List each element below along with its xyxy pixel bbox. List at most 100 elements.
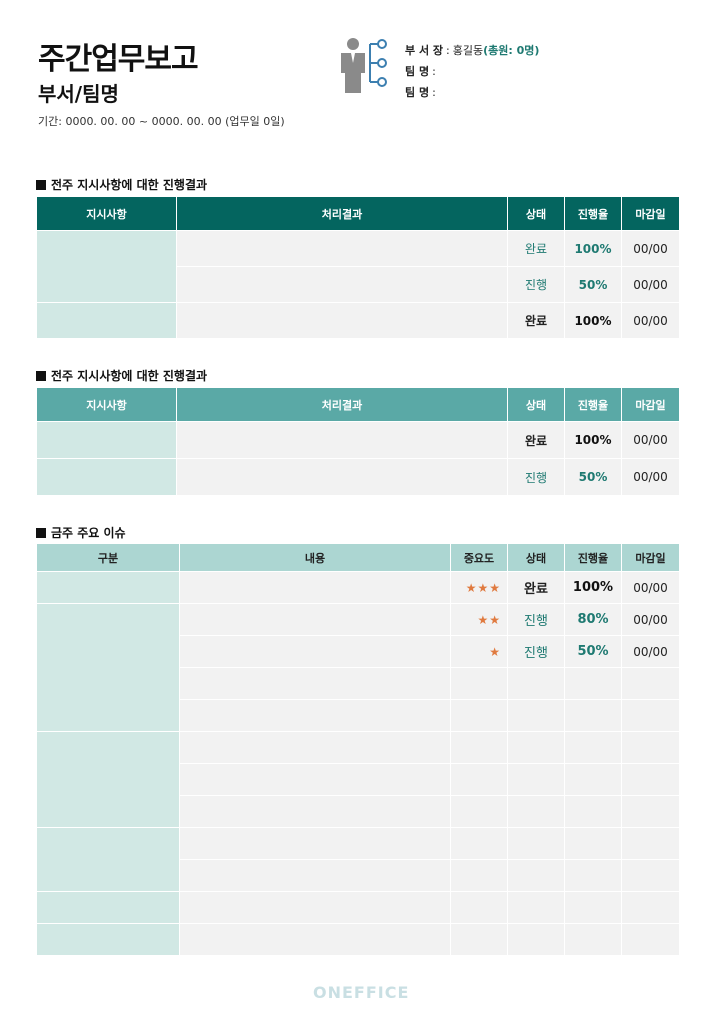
status-cell[interactable] — [507, 891, 565, 924]
instruction-cell[interactable] — [36, 421, 177, 459]
info-label: 팀 명 — [405, 65, 430, 78]
progress-cell[interactable] — [564, 699, 622, 732]
issues-table: 구분 내용 중요도 상태 진행율 마감일 ★★★ 완료 100% 00/00 ★… — [36, 543, 680, 956]
status-cell[interactable] — [507, 763, 565, 796]
black-square-icon — [36, 528, 46, 538]
table-header-row: 지시사항 처리결과 상태 진행율 마감일 — [36, 387, 680, 422]
content-cell[interactable] — [179, 763, 451, 796]
content-cell[interactable] — [179, 603, 451, 636]
column-header: 진행율 — [564, 196, 622, 231]
due-cell[interactable] — [621, 699, 680, 732]
due-cell[interactable] — [621, 731, 680, 764]
progress-cell: 100% — [564, 571, 622, 604]
table-row: ★ 진행 50% 00/00 — [37, 635, 680, 668]
content-cell[interactable] — [179, 667, 451, 700]
due-cell[interactable] — [621, 795, 680, 828]
progress-cell[interactable] — [564, 667, 622, 700]
table-header-row: 지시사항 처리결과 상태 진행율 마감일 — [36, 196, 680, 231]
category-cell[interactable] — [36, 731, 180, 828]
content-cell[interactable] — [179, 795, 451, 828]
content-cell[interactable] — [179, 699, 451, 732]
status-cell[interactable] — [507, 923, 565, 956]
oneffice-logo: ONEFFICE — [313, 983, 410, 1002]
status-cell[interactable] — [507, 667, 565, 700]
due-cell: 00/00 — [621, 603, 680, 636]
progress-cell[interactable] — [564, 795, 622, 828]
status-cell[interactable] — [507, 859, 565, 892]
result-cell[interactable] — [176, 302, 508, 339]
importance-cell[interactable] — [450, 923, 508, 956]
due-cell: 00/00 — [621, 266, 680, 303]
table-row — [37, 763, 680, 796]
status-cell[interactable] — [507, 699, 565, 732]
content-cell[interactable] — [179, 571, 451, 604]
table-row — [36, 891, 680, 924]
page-subtitle: 부서/팀명 — [38, 82, 119, 106]
status-cell[interactable] — [507, 731, 565, 764]
importance-cell[interactable] — [450, 795, 508, 828]
due-cell[interactable] — [621, 827, 680, 860]
importance-cell[interactable] — [450, 859, 508, 892]
table-row: 진행 50% 00/00 — [36, 458, 680, 496]
status-cell[interactable] — [507, 827, 565, 860]
period-text: 기간: 0000. 00. 00 ~ 0000. 00. 00 (업무일 0일) — [38, 115, 285, 128]
table-row — [36, 923, 680, 956]
instruction-cell[interactable] — [36, 230, 177, 303]
due-cell[interactable] — [621, 923, 680, 956]
column-header: 구분 — [36, 543, 180, 572]
result-cell[interactable] — [176, 421, 508, 459]
progress-cell[interactable] — [564, 763, 622, 796]
category-cell[interactable] — [36, 891, 180, 924]
column-header: 상태 — [507, 196, 565, 231]
section-title-text: 전주 지시사항에 대한 진행결과 — [51, 369, 208, 383]
category-cell[interactable] — [36, 827, 180, 892]
status-cell: 진행 — [507, 635, 565, 668]
due-cell: 00/00 — [621, 571, 680, 604]
importance-cell[interactable] — [450, 667, 508, 700]
content-cell[interactable] — [179, 859, 451, 892]
due-cell[interactable] — [621, 667, 680, 700]
table-row — [37, 699, 680, 732]
column-header: 마감일 — [621, 196, 680, 231]
content-cell[interactable] — [179, 891, 451, 924]
status-cell: 진행 — [507, 266, 565, 303]
due-cell: 00/00 — [621, 230, 680, 267]
progress-cell[interactable] — [564, 923, 622, 956]
instruction-table-2: 지시사항 처리결과 상태 진행율 마감일 완료 100% 00/00 진행 50… — [36, 387, 680, 496]
due-cell[interactable] — [621, 891, 680, 924]
progress-cell: 100% — [564, 302, 622, 339]
table-row — [37, 795, 680, 828]
status-cell[interactable] — [507, 795, 565, 828]
column-header: 진행율 — [564, 543, 622, 572]
progress-cell[interactable] — [564, 891, 622, 924]
content-cell[interactable] — [179, 923, 451, 956]
progress-cell[interactable] — [564, 731, 622, 764]
importance-cell[interactable] — [450, 891, 508, 924]
category-cell[interactable] — [36, 923, 180, 956]
content-cell[interactable] — [179, 827, 451, 860]
importance-cell[interactable] — [450, 827, 508, 860]
result-cell[interactable] — [176, 266, 508, 303]
due-cell[interactable] — [621, 859, 680, 892]
importance-cell[interactable] — [450, 699, 508, 732]
category-cell[interactable] — [36, 571, 180, 604]
due-cell: 00/00 — [621, 458, 680, 496]
result-cell[interactable] — [176, 230, 508, 267]
due-cell[interactable] — [621, 763, 680, 796]
table-row: 완료 100% 00/00 — [36, 230, 680, 303]
status-cell: 진행 — [507, 603, 565, 636]
instruction-cell[interactable] — [36, 458, 177, 496]
content-cell[interactable] — [179, 731, 451, 764]
importance-cell[interactable] — [450, 763, 508, 796]
category-cell[interactable] — [36, 603, 180, 732]
column-header: 내용 — [179, 543, 451, 572]
status-cell: 완료 — [507, 571, 565, 604]
progress-cell[interactable] — [564, 827, 622, 860]
instruction-cell[interactable] — [36, 302, 177, 339]
table-row: 진행 50% 00/00 — [37, 266, 680, 303]
table-row: 완료 100% 00/00 — [36, 302, 680, 339]
result-cell[interactable] — [176, 458, 508, 496]
progress-cell[interactable] — [564, 859, 622, 892]
importance-cell[interactable] — [450, 731, 508, 764]
content-cell[interactable] — [179, 635, 451, 668]
